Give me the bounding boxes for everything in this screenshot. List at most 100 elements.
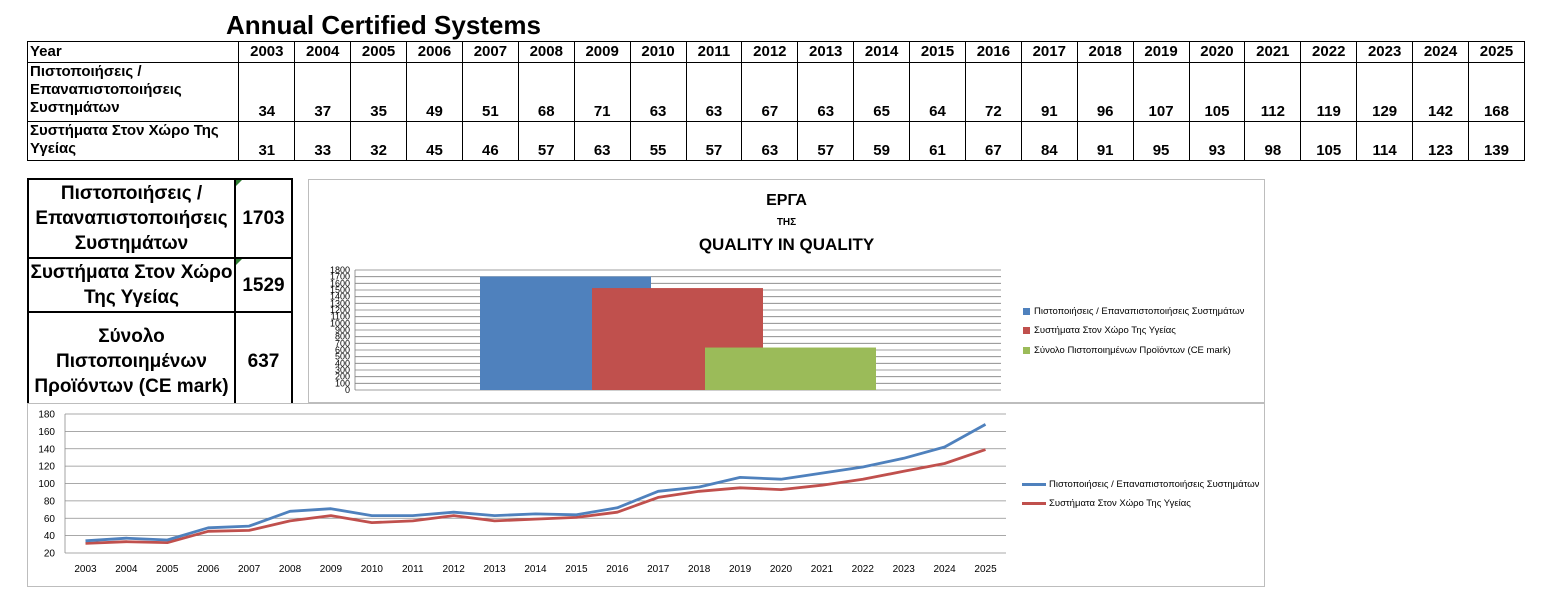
year-cell: 2016 (964, 41, 1022, 63)
table-row: Συστήματα Στον Χώρο Της Υγείας 31 33 32 45 4… (26, 121, 1526, 161)
value-cell: 72 (964, 62, 1022, 122)
y-tick-label: 900 (335, 325, 350, 335)
value-cell: 123 (1412, 121, 1469, 161)
year-cell: 2008 (517, 41, 575, 63)
y-tick-label: 600 (335, 345, 350, 355)
x-tick-label: 2007 (238, 564, 261, 575)
value-cell: 91 (1076, 121, 1134, 161)
row-label: Πιστοποιήσεις / Επαναπιστοποιήσεις Συστη… (26, 62, 240, 122)
year-cell: 2019 (1132, 41, 1190, 63)
value-cell: 57 (797, 121, 855, 161)
summary-label: Συστήματα Στον Χώρο Της Υγείας (27, 257, 236, 313)
summary-value-text: 637 (247, 350, 280, 372)
year-cell: 2004 (294, 41, 352, 63)
summary-row: Συστήματα Στον Χώρο Της Υγείας 1529 (27, 257, 293, 313)
year-cell: 2018 (1076, 41, 1134, 63)
value-cell: 63 (685, 62, 743, 122)
legend-line (1022, 502, 1046, 505)
value-cell: 142 (1412, 62, 1469, 122)
year-cell: 2014 (853, 41, 911, 63)
year-cell: 2022 (1300, 41, 1358, 63)
value-cell: 46 (461, 121, 519, 161)
value-cell: 105 (1300, 121, 1358, 161)
summary-value-text: 1529 (242, 274, 285, 296)
value-cell: 45 (406, 121, 463, 161)
legend-label: Πιστοποιήσεις / Επαναπιστοποιήσεις Συστη… (1049, 479, 1260, 490)
bar (705, 347, 876, 390)
year-cell: 2013 (797, 41, 855, 63)
y-tick-label: 80 (44, 496, 56, 507)
bar-chart-title-main: QUALITY IN QUALITY (698, 235, 875, 254)
value-cell: 96 (1076, 62, 1134, 122)
x-tick-label: 2017 (647, 564, 670, 575)
value-cell: 51 (461, 62, 519, 122)
value-cell: 61 (909, 121, 966, 161)
y-tick-label: 40 (44, 531, 56, 542)
value-cell: 107 (1132, 62, 1190, 122)
legend-label: Συστήματα Στον Χώρο Της Υγείας (1049, 498, 1191, 509)
y-tick-label: 400 (335, 358, 350, 368)
value-cell: 33 (294, 121, 352, 161)
x-tick-label: 2005 (156, 564, 179, 575)
series-line (85, 448, 986, 545)
x-tick-label: 2011 (402, 564, 424, 575)
value-cell: 37 (294, 62, 352, 122)
x-tick-label: 2021 (811, 564, 834, 575)
y-tick-label: 1500 (330, 285, 350, 295)
y-tick-label: 60 (44, 514, 56, 525)
value-cell: 95 (1132, 121, 1190, 161)
y-tick-label: 1200 (330, 305, 350, 315)
table-header-row: Year 2003 2004 2005 2006 2007 2008 2009 2010 201… (26, 41, 1526, 63)
year-cell: 2023 (1356, 41, 1414, 63)
value-cell: 63 (741, 121, 799, 161)
value-cell: 71 (573, 62, 631, 122)
value-cell: 57 (517, 121, 575, 161)
series-line (85, 423, 987, 543)
value-cell: 114 (1356, 121, 1414, 161)
year-cell: 2006 (406, 41, 463, 63)
value-cell: 93 (1188, 121, 1246, 161)
value-cell: 57 (685, 121, 743, 161)
value-cell: 59 (853, 121, 911, 161)
summary-label: Σύνολο Πιστοποιημένων Προϊόντων (CE mark… (27, 311, 236, 411)
bar-legend-item: Σύνολο Πιστοποιημένων Προϊόντων (CE mark… (1023, 345, 1231, 356)
cell-marker (236, 259, 242, 265)
y-tick-label: 500 (335, 352, 350, 362)
y-tick-label: 1000 (330, 318, 350, 328)
y-tick-label: 1600 (330, 278, 350, 288)
x-tick-label: 2012 (443, 564, 466, 575)
legend-swatch (1023, 327, 1030, 334)
year-cell: 2025 (1467, 41, 1526, 63)
x-tick-label: 2025 (974, 564, 997, 575)
y-tick-label: 700 (335, 338, 350, 348)
summary-label: Πιστοποιήσεις / Επαναπιστοποιήσεις Συστη… (27, 178, 236, 259)
value-cell: 31 (238, 121, 296, 161)
value-cell: 63 (629, 62, 687, 122)
summary-value: 1529 (234, 257, 293, 313)
bar-chart-title: ΕΡΓΑ (766, 192, 807, 209)
y-tick-label: 800 (335, 332, 350, 342)
table-row: Πιστοποιήσεις / Επαναπιστοποιήσεις Συστη… (26, 62, 1526, 122)
y-tick-label: 200 (335, 372, 350, 382)
x-tick-label: 2013 (483, 564, 506, 575)
page-title: Annual Certified Systems (226, 10, 541, 40)
value-cell: 168 (1467, 62, 1526, 122)
x-tick-label: 2020 (770, 564, 793, 575)
summary-table: Πιστοποιήσεις / Επαναπιστοποιήσεις Συστη… (27, 178, 293, 411)
year-cell: 2010 (629, 41, 687, 63)
x-tick-label: 2015 (565, 564, 588, 575)
value-cell: 32 (350, 121, 408, 161)
annual-table: Year 2003 2004 2005 2006 2007 2008 2009 2010 201… (26, 41, 1526, 161)
summary-row: Πιστοποιήσεις / Επαναπιστοποιήσεις Συστη… (27, 178, 293, 259)
value-cell: 34 (238, 62, 296, 122)
value-cell: 105 (1188, 62, 1246, 122)
summary-value: 1703 (234, 178, 293, 259)
legend-line (1022, 483, 1046, 486)
bar-chart-panel: ΕΡΓΑ ΤΗΣ QUALITY IN QUALITY 0 100 200 300 40… (308, 179, 1265, 403)
bar-legend-item: Πιστοποιήσεις / Επαναπιστοποιήσεις Συστη… (1023, 306, 1244, 317)
legend-label: Σύνολο Πιστοποιημένων Προϊόντων (CE mark… (1034, 345, 1231, 356)
x-tick-label: 2019 (729, 564, 752, 575)
value-cell: 129 (1356, 62, 1414, 122)
x-tick-label: 2014 (524, 564, 547, 575)
value-cell: 63 (797, 62, 855, 122)
